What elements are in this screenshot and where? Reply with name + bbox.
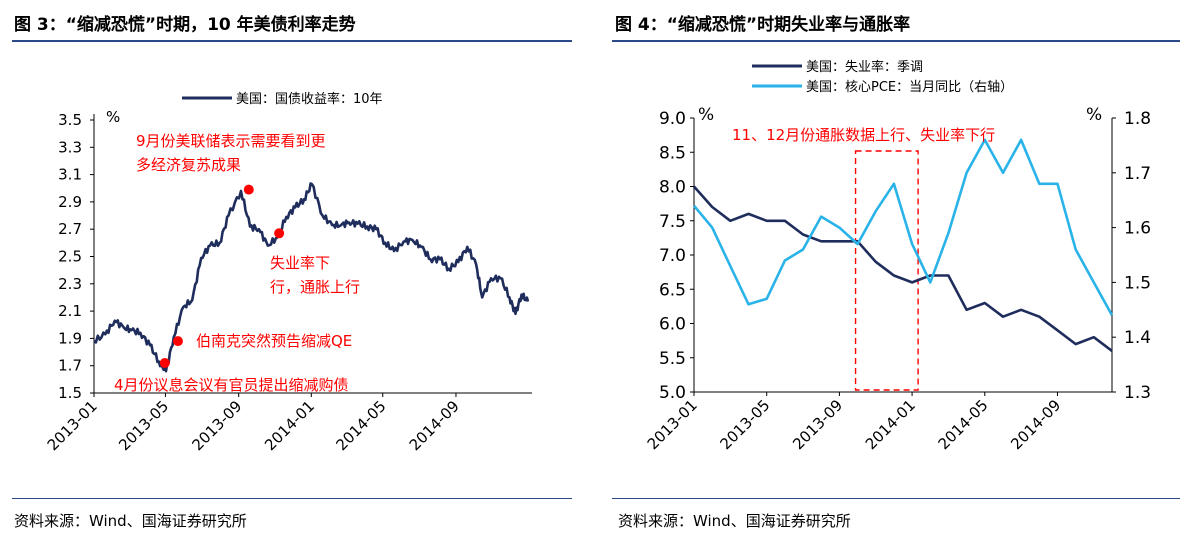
x-tick-label: 2013-05 — [716, 396, 773, 453]
legend-label-core-pce: 美国：核心PCE：当月同比（右轴） — [806, 80, 1013, 95]
annotation-marker — [274, 228, 285, 239]
left-source-note: 资料来源：Wind、国海证券研究所 — [14, 512, 247, 530]
left-y-tick-label: 9.0 — [659, 109, 686, 129]
annotation-text: 4月份议息会议有官员提出缩减购债 — [114, 376, 349, 394]
chart-10y-yield: 1.5 1.7 1.9 2.1 2.3 2.5 2.7 2.9 3.1 3.3 3.5 % 2013-0… — [44, 91, 532, 454]
left-chart-title: 图 3：“缩减恐慌”时期，10 年美债利率走势 — [14, 15, 356, 35]
y-unit-label: % — [106, 108, 120, 126]
y-tick-label: 3.1 — [58, 166, 82, 184]
x-tick-label: 2014-05 — [935, 396, 992, 453]
x-tick-label: 2014-09 — [406, 397, 463, 454]
x-tick-label: 2013-05 — [115, 397, 172, 454]
y-tick-label: 1.7 — [58, 357, 82, 375]
right-y-tick-label: 1.4 — [1124, 328, 1151, 348]
annotation-marker — [243, 184, 254, 195]
y-tick-label: 2.1 — [58, 302, 82, 320]
annotation-text: 多经济复苏成果 — [136, 156, 241, 174]
annotation-text: 行，通胀上行 — [270, 278, 360, 296]
left-y-tick-label: 5.5 — [659, 349, 686, 369]
left-y-tick-label: 6.0 — [659, 315, 686, 335]
legend-label-unemployment: 美国：失业率：季调 — [806, 59, 923, 75]
core-pce-series-line — [693, 138, 1114, 316]
x-tick-label: 2014-01 — [862, 396, 919, 453]
y-tick-label: 2.5 — [58, 248, 82, 266]
x-tick-label: 2013-09 — [789, 396, 846, 453]
chart-unemployment-pce: 5.0 5.5 6.0 6.5 7.0 7.5 8.0 8.5 9.0 1.3 1.4 1.5 1.6 1… — [644, 59, 1151, 453]
annotation-text: 9月份美联储表示需要看到更 — [136, 132, 326, 150]
annotation-text: 伯南克突然预告缩减QE — [196, 332, 352, 350]
left-y-tick-label: 7.0 — [659, 246, 686, 266]
x-tick-label: 2014-09 — [1007, 396, 1064, 453]
left-title-rule — [12, 40, 572, 42]
left-y-tick-label: 7.5 — [659, 212, 686, 232]
right-y-tick-label: 1.3 — [1124, 383, 1151, 403]
left-y-unit-label: % — [698, 105, 714, 125]
unemployment-series-line — [693, 185, 1113, 352]
legend-label-yield: 美国：国债收益率：10年 — [236, 91, 383, 107]
x-tick-label: 2014-01 — [261, 397, 318, 454]
left-y-tick-label: 5.0 — [659, 383, 686, 403]
left-source-rule — [12, 498, 572, 499]
right-y-tick-label: 1.5 — [1124, 273, 1151, 293]
y-tick-label: 2.7 — [58, 220, 82, 238]
annotation-text: 失业率下 — [270, 254, 330, 272]
annotation-marker — [172, 336, 183, 347]
left-y-tick-label: 8.0 — [659, 178, 686, 198]
right-y-tick-label: 1.7 — [1124, 164, 1151, 184]
y-tick-label: 2.9 — [58, 193, 82, 211]
x-tick-label: 2013-01 — [44, 397, 101, 454]
left-y-tick-label: 8.5 — [659, 143, 686, 163]
right-source-rule — [612, 498, 1180, 499]
y-tick-label: 3.5 — [58, 111, 82, 129]
x-tick-label: 2013-09 — [188, 397, 245, 454]
y-tick-label: 2.3 — [58, 275, 82, 293]
right-source-note: 资料来源：Wind、国海证券研究所 — [618, 512, 851, 530]
x-tick-label: 2013-01 — [644, 396, 701, 453]
highlight-box — [854, 150, 919, 391]
y-tick-label: 3.3 — [58, 138, 82, 156]
right-chart-title: 图 4：“缩减恐慌”时期失业率与通胀率 — [615, 15, 911, 35]
y-tick-label: 1.9 — [58, 329, 82, 347]
right-title-rule — [612, 40, 1180, 42]
x-tick-label: 2014-05 — [333, 397, 390, 454]
left-y-tick-label: 6.5 — [659, 280, 686, 300]
y-tick-label: 1.5 — [58, 384, 82, 402]
right-y-tick-label: 1.8 — [1124, 109, 1151, 129]
annotation-marker — [159, 357, 170, 368]
right-y-unit-label: % — [1086, 105, 1102, 125]
right-y-tick-label: 1.6 — [1124, 219, 1151, 239]
annotation-text: 11、12月份通胀数据上行、失业率下行 — [732, 126, 995, 144]
